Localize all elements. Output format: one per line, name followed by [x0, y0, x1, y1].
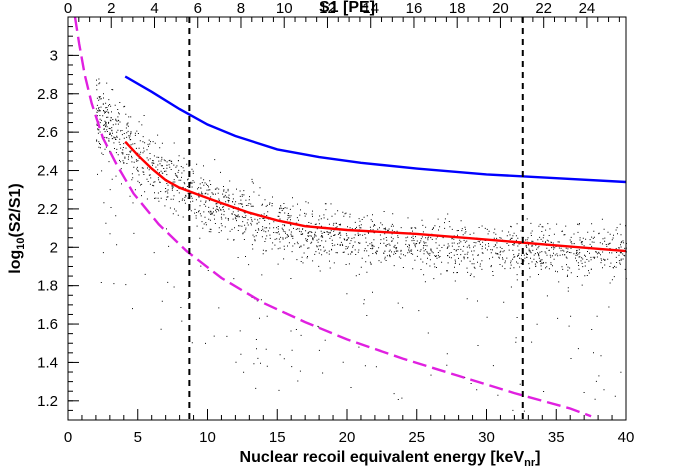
y-axis-title-rest: (S2/S1): [7, 183, 24, 237]
x-tick-label: 35: [548, 429, 565, 446]
top-tick-label: 20: [492, 0, 509, 17]
x-tick-label: 10: [199, 429, 216, 446]
x-axis-title: Nuclear recoil equivalent energy [keVnr]: [240, 449, 541, 469]
y-tick-label: 2.4: [37, 163, 58, 180]
x-tick-label: 40: [618, 429, 635, 446]
axis-ticks: [67, 16, 627, 421]
top-tick-label: 12: [319, 0, 336, 17]
x-tick-label: 5: [134, 429, 142, 446]
x-tick-label: 15: [269, 429, 286, 446]
top-tick-label: 6: [194, 0, 202, 17]
top-axis-title: S1 [PE]: [319, 0, 375, 16]
x-tick-label: 0: [64, 429, 72, 446]
top-tick-label: 0: [64, 0, 72, 17]
x-tick-label: 30: [478, 429, 495, 446]
top-tick-label: 10: [276, 0, 293, 17]
y-tick-label: 2.6: [37, 124, 58, 141]
curve-1: [124, 140, 627, 253]
y-tick-label: 2.8: [37, 86, 58, 103]
curve-lines: [73, 16, 627, 420]
curve-0: [124, 75, 627, 184]
x-axis-title-main: Nuclear recoil equivalent energy [keV: [240, 449, 525, 466]
top-tick-label: 16: [406, 0, 423, 17]
top-tick-label: 14: [362, 0, 379, 17]
top-tick-label: 18: [449, 0, 466, 17]
y-tick-label: 1.6: [37, 316, 58, 333]
y-axis-title: log10(S2/S1): [7, 183, 27, 274]
curve-2: [73, 16, 592, 418]
y-tick-label: 1.2: [37, 393, 58, 410]
x-axis-title-close: ]: [535, 449, 540, 466]
top-tick-label: 24: [579, 0, 596, 17]
top-tick-label: 4: [150, 0, 158, 17]
top-tick-label: 22: [535, 0, 552, 17]
top-tick-label: 2: [107, 0, 115, 17]
top-tick-label: 8: [237, 0, 245, 17]
y-tick-label: 1.4: [37, 354, 58, 371]
x-tick-label: 20: [339, 429, 356, 446]
x-axis-title-sub: nr: [524, 457, 536, 469]
y-tick-label: 2.2: [37, 201, 58, 218]
y-tick-label: 3: [50, 47, 58, 64]
x-tick-label: 25: [408, 429, 425, 446]
y-axis-title-sub: 10: [15, 238, 27, 250]
y-tick-label: 1.8: [37, 278, 58, 295]
y-axis-title-main: log: [7, 250, 24, 274]
tick-labels: 0 5 10 15 20 25 30 35 401.21.41.61.822.22.42.62.…: [37, 0, 634, 446]
y-tick-label: 2: [50, 239, 58, 256]
plot-frame: [67, 16, 627, 421]
